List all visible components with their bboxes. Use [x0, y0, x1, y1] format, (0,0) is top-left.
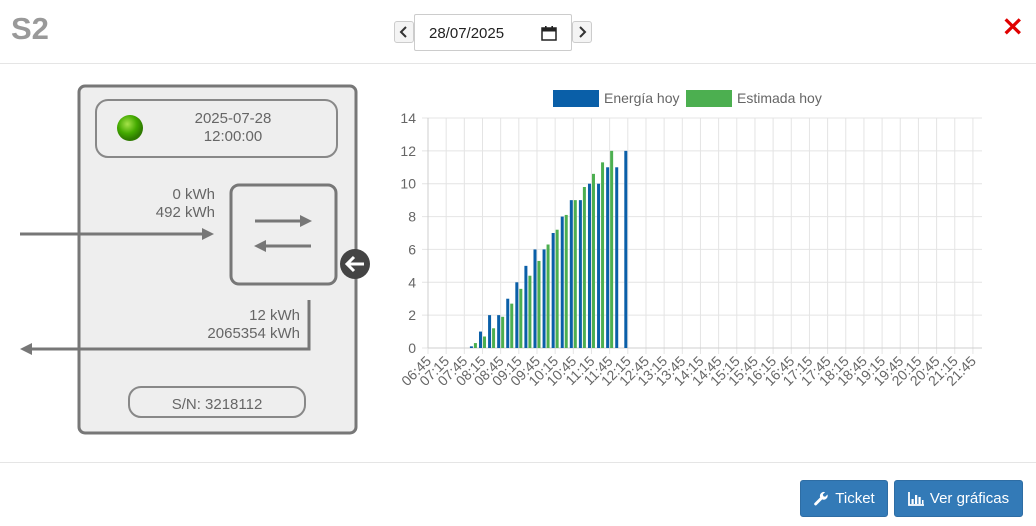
- view-charts-button[interactable]: Ver gráficas: [894, 480, 1023, 517]
- bar-estimate: [510, 303, 514, 348]
- bar-estimate: [546, 244, 550, 348]
- bar-energy: [560, 216, 564, 348]
- meter-time: 12:00:00: [203, 128, 263, 145]
- bar-estimate: [610, 150, 614, 348]
- bar-energy: [478, 331, 482, 348]
- bar-energy: [587, 183, 591, 348]
- meter-display: [95, 99, 338, 158]
- legend-label-energy[interactable]: Energía hoy: [604, 90, 680, 106]
- bar-estimate: [482, 336, 486, 348]
- y-tick-label: 6: [408, 241, 416, 257]
- bar-energy: [497, 315, 501, 348]
- bar-energy: [515, 282, 519, 348]
- export-arrow-icon: [20, 300, 311, 355]
- bar-estimate: [582, 187, 586, 348]
- direction-arrow-icon: [340, 249, 370, 279]
- bar-energy: [624, 150, 628, 348]
- bar-energy: [533, 249, 537, 348]
- bar-energy: [569, 200, 573, 348]
- ticket-button[interactable]: Ticket: [800, 480, 888, 517]
- previous-day-button[interactable]: [394, 21, 414, 43]
- meter-diagram: [20, 84, 370, 435]
- bar-energy: [597, 183, 601, 348]
- legend-swatch-estimate: [686, 90, 732, 107]
- bar-energy: [469, 346, 473, 348]
- export-today: 12 kWh: [249, 307, 300, 324]
- export-readings: 12 kWh 2065354 kWh: [160, 307, 300, 343]
- bar-estimate: [528, 275, 532, 348]
- y-tick-label: 14: [400, 110, 416, 126]
- chevron-left-icon: [399, 26, 407, 38]
- transfer-box: [229, 183, 338, 286]
- bar-estimate: [519, 288, 523, 348]
- y-tick-label: 12: [400, 143, 416, 159]
- bar-estimate: [501, 316, 505, 348]
- bar-estimate: [473, 343, 477, 348]
- import-arrow-icon: [20, 228, 214, 240]
- bar-estimate: [591, 173, 595, 348]
- calendar-icon[interactable]: [541, 25, 557, 41]
- ticket-label: Ticket: [835, 490, 875, 507]
- y-tick-label: 8: [408, 209, 416, 225]
- bar-estimate: [492, 328, 496, 348]
- exchange-arrows-icon: [254, 215, 312, 252]
- close-button[interactable]: ×: [1001, 9, 1025, 42]
- meter-date: 2025-07-28: [194, 110, 272, 127]
- bar-energy: [551, 233, 555, 348]
- serial-number: S/N: 3218112: [171, 396, 263, 413]
- status-led-icon: [117, 115, 143, 141]
- legend-swatch-energy: [553, 90, 599, 107]
- bar-chart-icon: [907, 491, 924, 506]
- bar-estimate: [573, 200, 577, 348]
- import-today: 0 kWh: [172, 186, 215, 203]
- wrench-icon: [814, 491, 828, 505]
- modal-footer: [0, 462, 1036, 526]
- bar-energy: [615, 167, 619, 348]
- bar-energy: [506, 298, 510, 348]
- energy-chart: 0246810121406:4507:1507:4508:1508:4509:1…: [398, 110, 982, 389]
- date-input[interactable]: 28/07/2025: [414, 14, 572, 51]
- legend-label-estimate[interactable]: Estimada hoy: [737, 90, 822, 106]
- bar-estimate: [564, 214, 568, 348]
- next-day-button[interactable]: [572, 21, 592, 43]
- view-charts-label: Ver gráficas: [929, 490, 1010, 507]
- import-readings: 0 kWh 492 kWh: [100, 186, 215, 222]
- y-tick-label: 0: [408, 340, 416, 356]
- serial-box: [128, 386, 306, 418]
- bar-energy: [488, 315, 492, 348]
- modal-title: S2: [11, 11, 49, 46]
- chevron-right-icon: [579, 26, 587, 38]
- import-total: 492 kWh: [155, 204, 215, 221]
- bar-energy: [578, 200, 582, 348]
- bar-estimate: [537, 260, 541, 348]
- bar-energy: [606, 167, 610, 348]
- y-tick-label: 10: [400, 176, 416, 192]
- y-tick-label: 4: [408, 274, 416, 290]
- bar-energy: [524, 265, 528, 348]
- meter-datetime: 2025-07-28 12:00:00: [160, 110, 306, 146]
- bar-energy: [542, 249, 546, 348]
- date-value: 28/07/2025: [429, 25, 505, 42]
- export-total: 2065354 kWh: [207, 325, 300, 342]
- bar-estimate: [601, 162, 605, 348]
- modal-header: S2 28/07/2025 ×: [0, 0, 1036, 64]
- y-tick-label: 2: [408, 307, 416, 323]
- bar-estimate: [555, 229, 559, 348]
